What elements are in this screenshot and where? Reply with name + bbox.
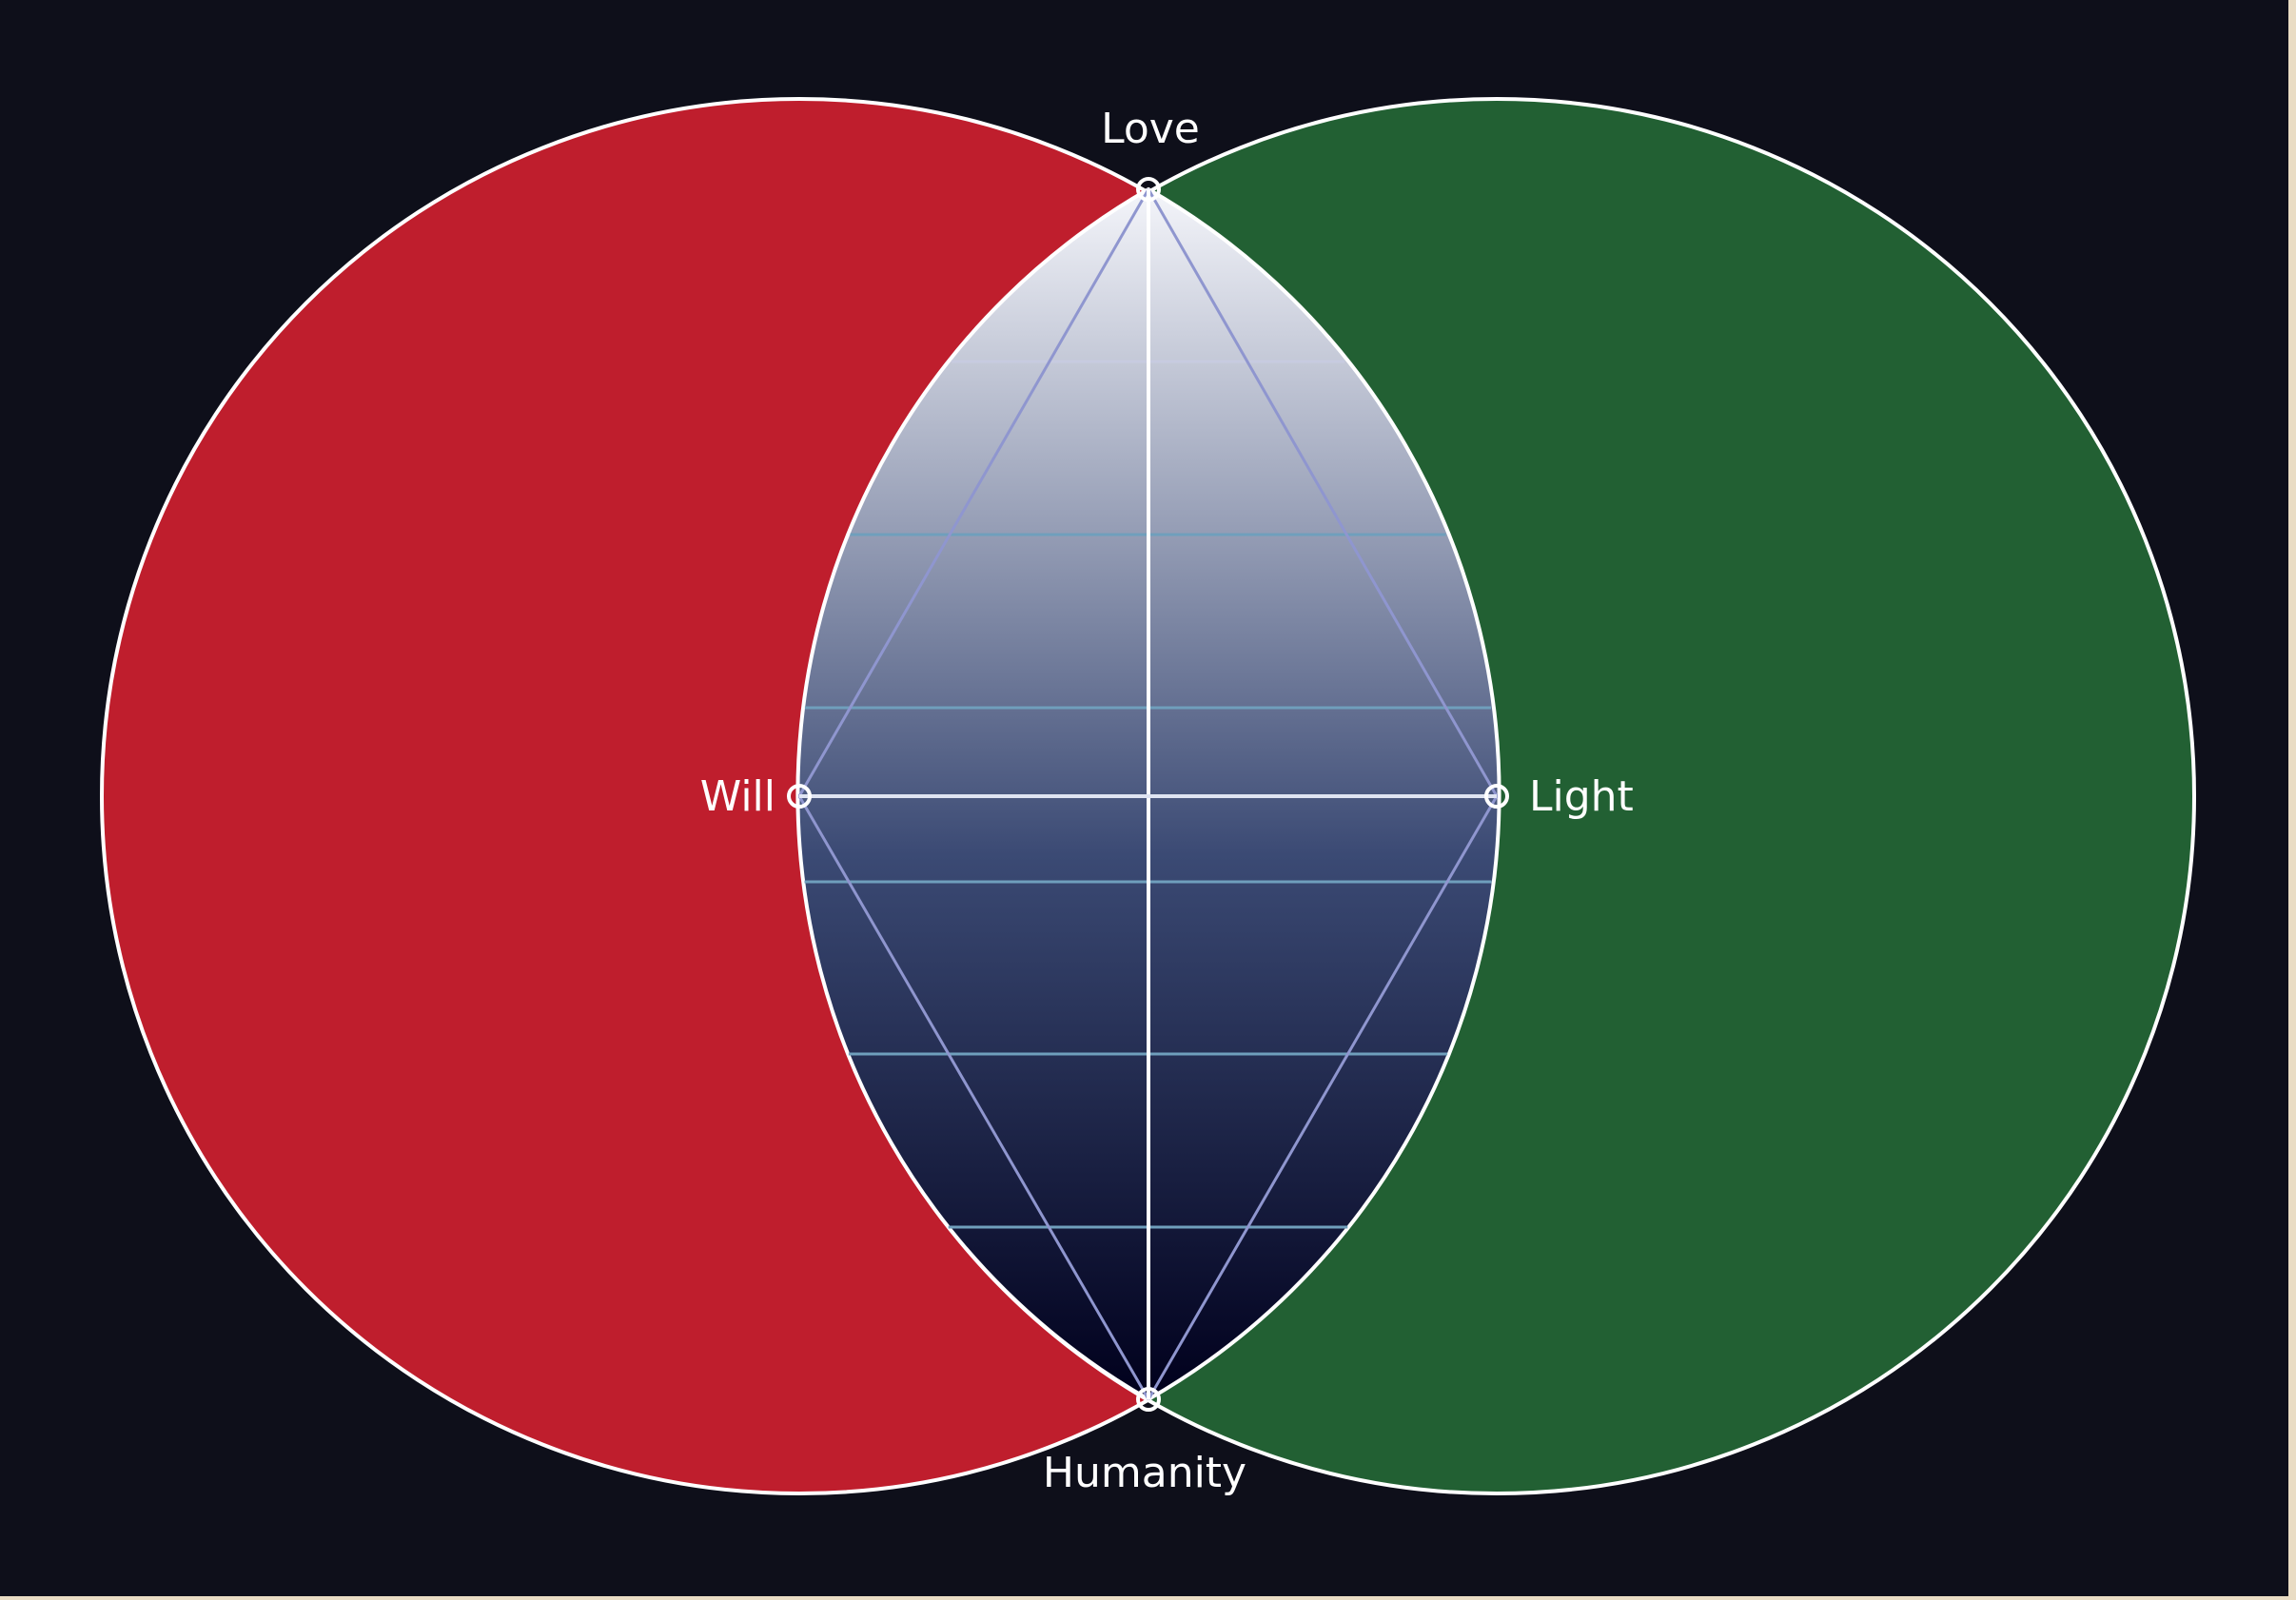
light-humanity-line	[1147, 795, 1499, 1400]
will-humanity-line	[797, 795, 1150, 1400]
love-label: Love	[1101, 105, 1200, 153]
love-node-marker	[1136, 177, 1161, 202]
diamond-web-lines	[797, 188, 1499, 1400]
love-light-line	[1147, 188, 1499, 797]
love-will-line	[797, 188, 1150, 797]
light-label: Light	[1529, 772, 1634, 821]
will-label: Will	[700, 772, 775, 821]
humanity-node-marker	[1136, 1387, 1161, 1412]
light-node-marker	[1484, 784, 1509, 809]
will-node-marker	[787, 784, 812, 809]
humanity-label: Humanity	[1043, 1449, 1246, 1497]
